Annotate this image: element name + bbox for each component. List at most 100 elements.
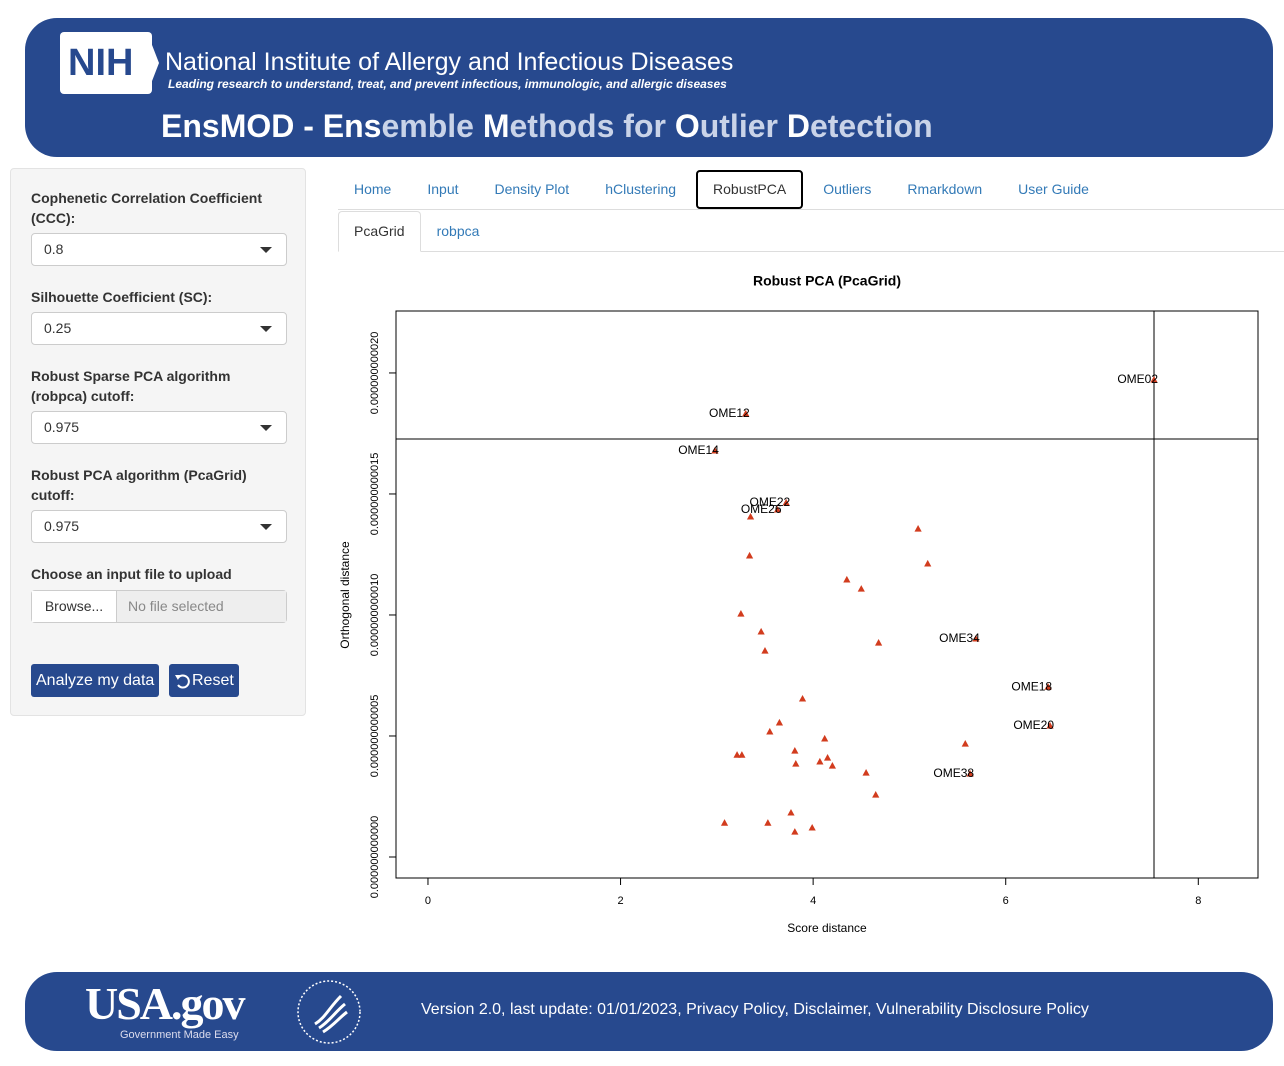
point xyxy=(761,647,769,654)
reset-icon xyxy=(175,674,190,688)
title-part: utlier xyxy=(699,108,787,144)
select[interactable]: 0.975 xyxy=(31,411,287,444)
footer-text[interactable]: Version 2.0, last update: 01/01/2023, Pr… xyxy=(421,1001,1089,1018)
point xyxy=(961,739,969,747)
caret xyxy=(260,425,272,431)
point xyxy=(924,559,932,567)
browse-button[interactable]: Browse... xyxy=(32,591,117,622)
tab[interactable]: Input xyxy=(427,181,459,197)
point-label: OME12 xyxy=(709,406,750,420)
point xyxy=(773,505,782,513)
point xyxy=(782,498,790,506)
point xyxy=(862,769,870,776)
field-label: Robust Sparse PCA algorithm (robpca) cut… xyxy=(31,368,231,404)
tab[interactable]: Outliers xyxy=(823,181,872,197)
app-title: EnsMOD - Ensemble Methods for Outlier De… xyxy=(161,108,933,145)
title-part: D xyxy=(786,108,810,144)
caret xyxy=(260,247,272,253)
field-label: Robust PCA algorithm (PcaGrid) cutoff: xyxy=(31,467,247,503)
reset-label: Reset xyxy=(192,672,234,689)
select[interactable]: 0.975 xyxy=(31,510,287,543)
point xyxy=(1044,683,1052,690)
point xyxy=(791,746,799,754)
point xyxy=(914,525,922,532)
point xyxy=(857,585,865,592)
point xyxy=(828,761,836,769)
tab[interactable]: Rmarkdown xyxy=(907,181,983,197)
point xyxy=(738,751,746,758)
point xyxy=(787,808,795,816)
point xyxy=(1150,375,1158,383)
point-label: OME02 xyxy=(1117,372,1158,386)
y-tick-label: 0.000000000020 xyxy=(369,332,381,415)
y-tick-label: 0.000000000015 xyxy=(369,453,381,536)
caret xyxy=(260,524,272,530)
title-part: O xyxy=(674,108,700,144)
point xyxy=(821,734,829,742)
tab-bar: Home Input Density Plot hClustering RobustPC… xyxy=(338,170,1284,210)
title-part: ethods for xyxy=(509,108,675,144)
select-value: 0.975 xyxy=(44,518,80,534)
field-label: Silhouette Coefficient (SC): xyxy=(31,289,213,305)
tab[interactable]: Home xyxy=(354,181,392,197)
point-label: OME22 xyxy=(749,495,790,509)
tab[interactable]: RobustPCA xyxy=(696,170,804,209)
reset-button[interactable]: Reset xyxy=(169,664,239,697)
point xyxy=(757,627,765,635)
point xyxy=(742,409,750,417)
point xyxy=(720,819,729,826)
usa-tagline-part: Government xyxy=(120,1029,181,1041)
point xyxy=(808,823,816,831)
select[interactable]: 0.8 xyxy=(31,233,287,266)
point-label: OME26 xyxy=(741,502,782,516)
y-tick-label: 0.000000000005 xyxy=(369,695,381,778)
title-part: etection xyxy=(809,108,933,144)
x-tick-label: 2 xyxy=(617,895,623,907)
file-placeholder: No file selected xyxy=(117,591,286,622)
x-tick-label: 0 xyxy=(425,895,431,907)
tab[interactable]: User Guide xyxy=(1018,181,1089,197)
tab[interactable]: hClustering xyxy=(605,181,677,197)
caret xyxy=(260,326,272,332)
point-label: OME38 xyxy=(933,766,974,780)
select[interactable]: 0.25 xyxy=(31,312,287,345)
point xyxy=(875,639,883,646)
x-tick-label: 4 xyxy=(810,895,816,907)
sidebar: Cophenetic Correlation Coefficient (CCC)… xyxy=(10,168,306,716)
footer: USA.gov Government Made Easy Version 2.0… xyxy=(25,972,1273,1051)
subtab[interactable]: robpca xyxy=(436,223,480,239)
tab[interactable]: Density Plot xyxy=(494,181,570,197)
point xyxy=(798,694,807,702)
org-name: National Institute of Allergy and Infect… xyxy=(165,48,734,76)
usa-logo[interactable]: USA.gov xyxy=(85,978,246,1029)
header: NIH National Institute of Allergy and In… xyxy=(25,18,1273,157)
title-part: M xyxy=(482,108,510,144)
point-label: OME20 xyxy=(1013,718,1054,732)
usa-tagline-part: Made Easy xyxy=(183,1029,239,1041)
point-label: OME14 xyxy=(678,443,719,457)
title-part: EnsMOD - Ens xyxy=(161,108,382,144)
point xyxy=(872,791,880,798)
point xyxy=(966,769,974,777)
point xyxy=(823,754,832,761)
usa-tagline: Government Made Easy xyxy=(120,1029,239,1041)
nih-logo[interactable]: NIH xyxy=(60,32,152,94)
point-label: OME34 xyxy=(939,631,980,645)
y-tick-label: 0.000000000000 xyxy=(369,816,381,899)
file-input: Browse... No file selected xyxy=(31,590,287,623)
select-value: 0.8 xyxy=(44,241,64,257)
subtab[interactable]: PcaGrid xyxy=(338,211,421,252)
point xyxy=(733,751,741,758)
point xyxy=(1046,722,1054,729)
logo-chevron xyxy=(137,32,159,94)
analyze-button[interactable]: Analyze my data xyxy=(31,664,160,697)
y-axis-label: Orthogonal distance xyxy=(338,541,352,649)
field-label: Cophenetic Correlation Coefficient (CCC)… xyxy=(31,190,263,226)
chart: Robust PCA (PcaGrid) 0 2 4 6 8 0.000000000000 0… xyxy=(338,273,1259,935)
subtab-bar: PcaGrid robpca xyxy=(338,211,1284,252)
hhs-seal[interactable] xyxy=(295,978,363,1046)
point-label: OME18 xyxy=(1011,679,1052,693)
point xyxy=(746,512,755,520)
x-tick-label: 6 xyxy=(1003,895,1009,907)
